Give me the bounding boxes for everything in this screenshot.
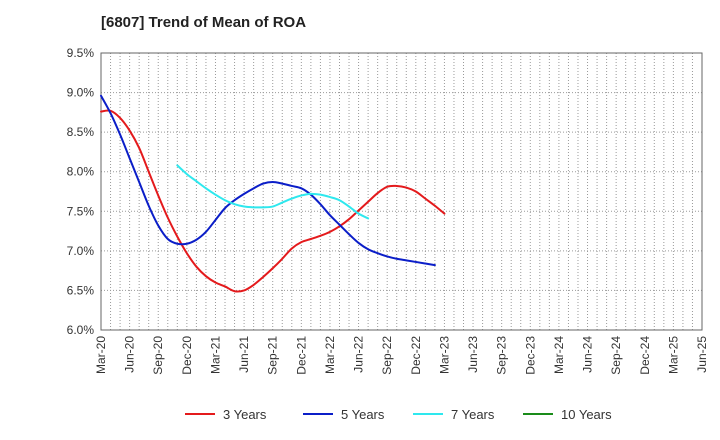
- x-tick-label: Mar-25: [666, 336, 680, 374]
- x-tick-label: Sep-24: [609, 336, 623, 375]
- plot-border: [100, 52, 703, 331]
- x-tick-label: Dec-24: [638, 336, 652, 375]
- series-line-1: [100, 94, 436, 267]
- legend-label: 7 Years: [451, 407, 495, 422]
- x-tick-label: Mar-23: [437, 336, 451, 374]
- x-tick-label: Sep-22: [380, 336, 394, 375]
- x-tick-label: Dec-21: [294, 336, 308, 375]
- plot-area: [101, 53, 702, 330]
- x-tick-label: Mar-20: [94, 336, 108, 374]
- x-tick-label: Jun-22: [352, 336, 366, 373]
- legend-label: 10 Years: [561, 407, 612, 422]
- y-tick-label: 9.0%: [67, 86, 95, 100]
- x-tick-label: Dec-22: [409, 336, 423, 375]
- y-tick-label: 8.5%: [67, 125, 95, 139]
- x-tick-label: Dec-23: [523, 336, 537, 375]
- x-tick-label: Mar-24: [552, 336, 566, 374]
- x-tick-label: Jun-25: [695, 336, 709, 373]
- series-line-0: [100, 109, 446, 293]
- x-tick-label: Sep-21: [266, 336, 280, 375]
- y-tick-label: 6.5%: [67, 283, 95, 297]
- x-tick-label: Jun-24: [581, 336, 595, 373]
- x-tick-label: Sep-20: [151, 336, 165, 375]
- x-tick-label: Mar-22: [323, 336, 337, 374]
- legend-label: 3 Years: [223, 407, 267, 422]
- y-tick-label: 9.5%: [67, 46, 95, 60]
- x-tick-label: Jun-20: [123, 336, 137, 373]
- y-tick-label: 7.0%: [67, 244, 95, 258]
- x-tick-label: Sep-23: [495, 336, 509, 375]
- x-tick-label: Dec-20: [180, 336, 194, 375]
- x-tick-label: Mar-21: [208, 336, 222, 374]
- x-tick-label: Jun-21: [237, 336, 251, 373]
- y-tick-label: 8.0%: [67, 165, 95, 179]
- chart-title: [6807] Trend of Mean of ROA: [101, 14, 307, 31]
- series-line-2: [176, 164, 370, 220]
- x-tick-label: Jun-23: [466, 336, 480, 373]
- y-tick-label: 6.0%: [67, 323, 95, 337]
- y-tick-label: 7.5%: [67, 204, 95, 218]
- legend-label: 5 Years: [341, 407, 385, 422]
